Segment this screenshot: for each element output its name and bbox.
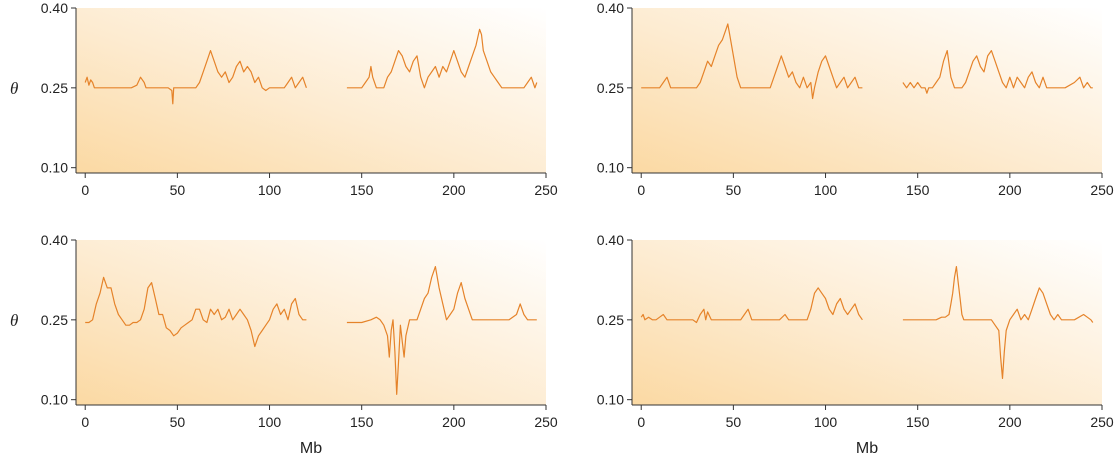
x-axis-label: Mb xyxy=(856,440,878,457)
y-axis-label: θ xyxy=(10,79,18,98)
x-axis-label: Mb xyxy=(300,440,322,457)
x-tick-label: 250 xyxy=(534,182,558,198)
plot-background xyxy=(76,240,546,405)
x-tick-label: 150 xyxy=(350,414,374,430)
y-tick-label: 0.10 xyxy=(597,392,624,408)
x-tick-label: 150 xyxy=(906,414,930,430)
chart-panel-top-left: 0.10 0.25 0.40 0 50 100 150 200 250 θ xyxy=(10,0,558,198)
x-tick-label: 100 xyxy=(258,414,282,430)
x-tick-label: 200 xyxy=(998,414,1022,430)
y-axis-label: θ xyxy=(10,311,18,330)
y-tick-label: 0.25 xyxy=(597,312,624,328)
y-tick-label: 0.10 xyxy=(597,160,624,176)
x-tick-label: 250 xyxy=(1090,414,1114,430)
series-line-segment xyxy=(641,23,863,100)
plot-background xyxy=(632,8,1102,173)
series-line-segment xyxy=(640,287,863,324)
series-line-segment xyxy=(346,28,538,89)
x-tick-label: 100 xyxy=(814,182,838,198)
x-tick-label: 250 xyxy=(1090,182,1114,198)
x-tick-label: 0 xyxy=(81,414,89,430)
x-tick-label: 50 xyxy=(726,182,742,198)
chart-panel-top-right: 0.10 0.25 0.40 0 50 100 150 200 250 xyxy=(597,0,1114,198)
x-tick-label: 50 xyxy=(726,414,742,430)
y-tick-label: 0.40 xyxy=(597,232,624,248)
y-tick-label: 0.10 xyxy=(41,160,68,176)
x-tick-label: 150 xyxy=(350,182,374,198)
x-tick-label: 150 xyxy=(906,182,930,198)
y-tick-label: 0.40 xyxy=(41,232,68,248)
series-line-segment xyxy=(902,50,1093,94)
x-tick-label: 100 xyxy=(814,414,838,430)
chart-panel-bottom-right: 0.10 0.25 0.40 0 50 100 150 200 250 Mb xyxy=(597,232,1114,457)
plot-background xyxy=(76,8,546,173)
y-tick-label: 0.40 xyxy=(597,0,624,16)
series-line-segment xyxy=(85,276,307,348)
x-tick-label: 50 xyxy=(170,414,186,430)
series-line-segment xyxy=(346,266,537,395)
y-tick-label: 0.10 xyxy=(41,392,68,408)
series-line-segment xyxy=(902,266,1094,379)
x-tick-label: 50 xyxy=(170,182,186,198)
x-tick-label: 100 xyxy=(258,182,282,198)
x-tick-label: 200 xyxy=(442,414,466,430)
y-tick-label: 0.40 xyxy=(41,0,68,16)
plot-background xyxy=(632,240,1102,405)
y-tick-label: 0.25 xyxy=(41,312,68,328)
x-tick-label: 0 xyxy=(637,182,645,198)
x-tick-label: 0 xyxy=(81,182,89,198)
series-line-segment xyxy=(84,50,307,105)
chart-panel-bottom-left: 0.10 0.25 0.40 0 50 100 150 200 250 θ Mb xyxy=(10,232,558,457)
x-tick-label: 200 xyxy=(442,182,466,198)
x-tick-label: 200 xyxy=(998,182,1022,198)
x-tick-label: 250 xyxy=(534,414,558,430)
x-tick-label: 0 xyxy=(637,414,645,430)
y-tick-label: 0.25 xyxy=(41,80,68,96)
y-tick-label: 0.25 xyxy=(597,80,624,96)
